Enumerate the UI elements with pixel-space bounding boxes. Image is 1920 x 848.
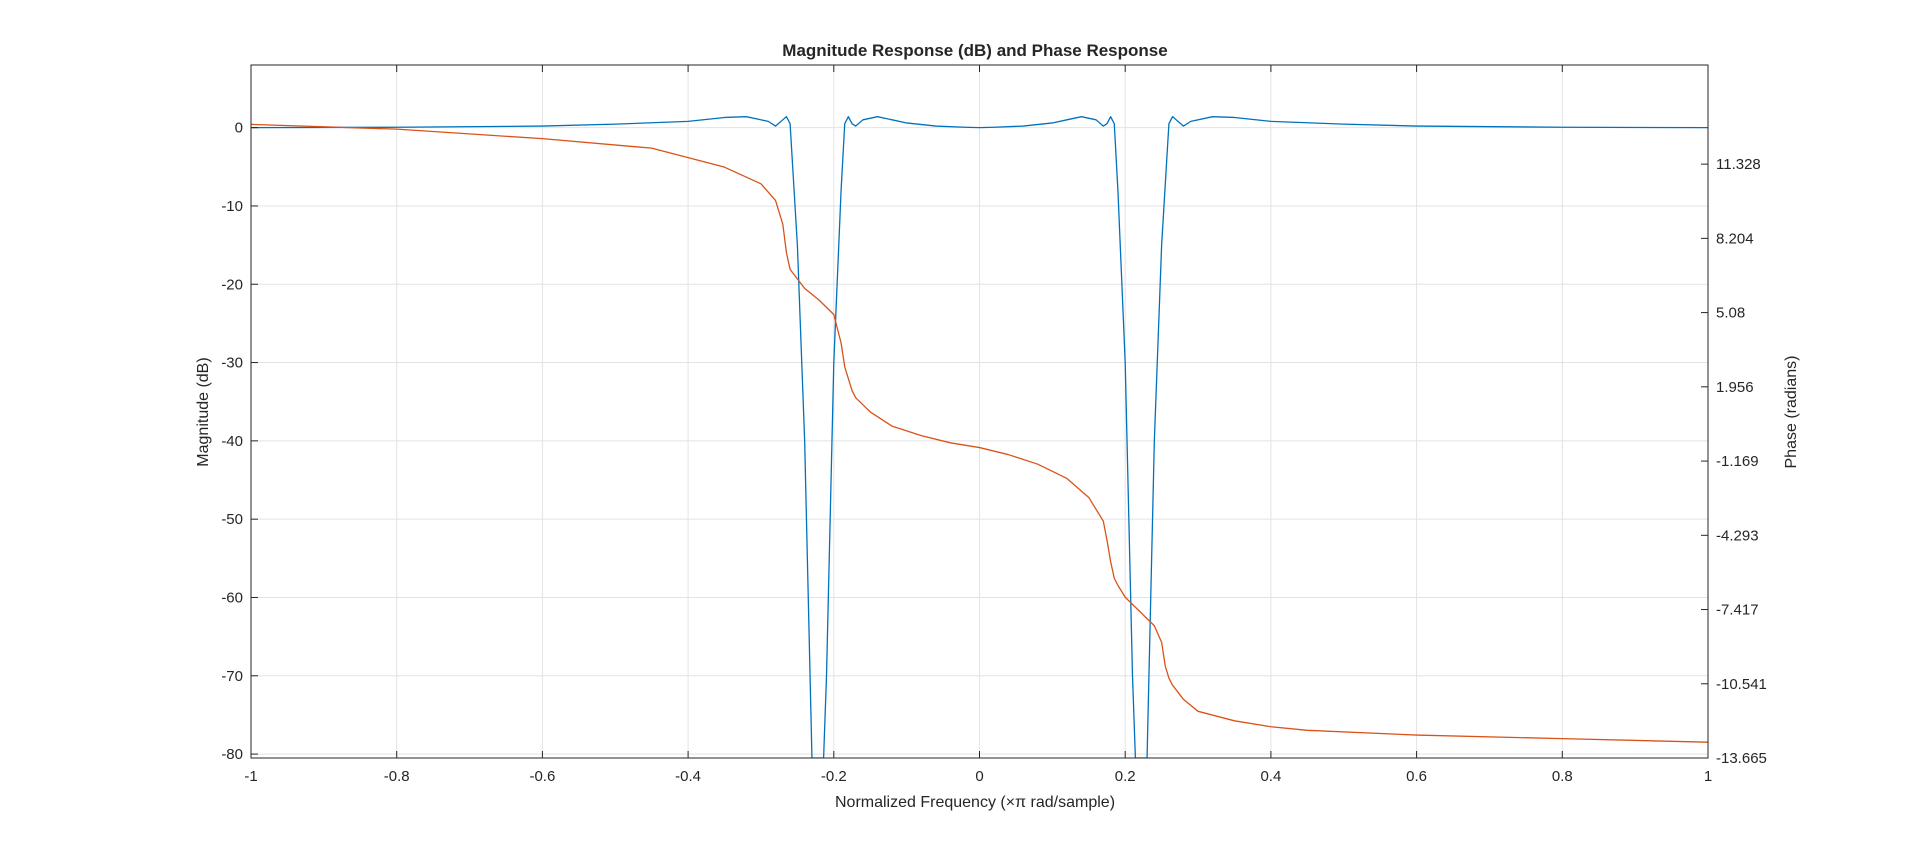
y-left-tick-label: -40 xyxy=(221,433,243,450)
x-tick-label: -0.6 xyxy=(529,768,555,785)
y-left-tick-label: -20 xyxy=(221,276,243,293)
y-right-tick-label: -4.293 xyxy=(1716,527,1759,544)
x-tick-label: -1 xyxy=(244,768,257,785)
y-left-tick-label: -30 xyxy=(221,355,243,372)
x-tick-label: 1 xyxy=(1704,768,1712,785)
y-left-tick-label: -10 xyxy=(221,198,243,215)
y-axis-right-label: Phase (radians) xyxy=(1783,356,1800,469)
y-right-tick-label: -7.417 xyxy=(1716,602,1759,619)
x-tick-label: -0.8 xyxy=(384,768,410,785)
y-right-tick-label: 5.08 xyxy=(1716,305,1745,322)
y-right-tick-label: 8.204 xyxy=(1716,230,1754,247)
y-left-tick-label: -70 xyxy=(221,668,243,685)
x-tick-label: -0.4 xyxy=(675,768,701,785)
x-tick-label: 0.6 xyxy=(1406,768,1427,785)
x-tick-label: -0.2 xyxy=(821,768,847,785)
y-left-tick-label: -80 xyxy=(221,746,243,763)
x-axis-label: Normalized Frequency (×π rad/sample) xyxy=(835,794,1115,811)
x-tick-label: 0.2 xyxy=(1115,768,1136,785)
y-left-tick-label: 0 xyxy=(235,120,243,137)
y-right-tick-label: -10.541 xyxy=(1716,676,1767,693)
chart-title: Magnitude Response (dB) and Phase Respon… xyxy=(782,41,1167,60)
x-tick-label: 0.4 xyxy=(1260,768,1281,785)
y-right-tick-label: 1.956 xyxy=(1716,379,1754,396)
y-axis-left-label: Magnitude (dB) xyxy=(195,357,212,466)
y-right-tick-label: 11.328 xyxy=(1716,156,1761,173)
y-right-tick-label: -1.169 xyxy=(1716,453,1759,470)
x-tick-label: 0 xyxy=(975,768,983,785)
x-tick-label: 0.8 xyxy=(1552,768,1573,785)
y-right-tick-label: -13.665 xyxy=(1716,750,1767,767)
y-left-tick-label: -60 xyxy=(221,589,243,606)
y-left-tick-label: -50 xyxy=(221,511,243,528)
